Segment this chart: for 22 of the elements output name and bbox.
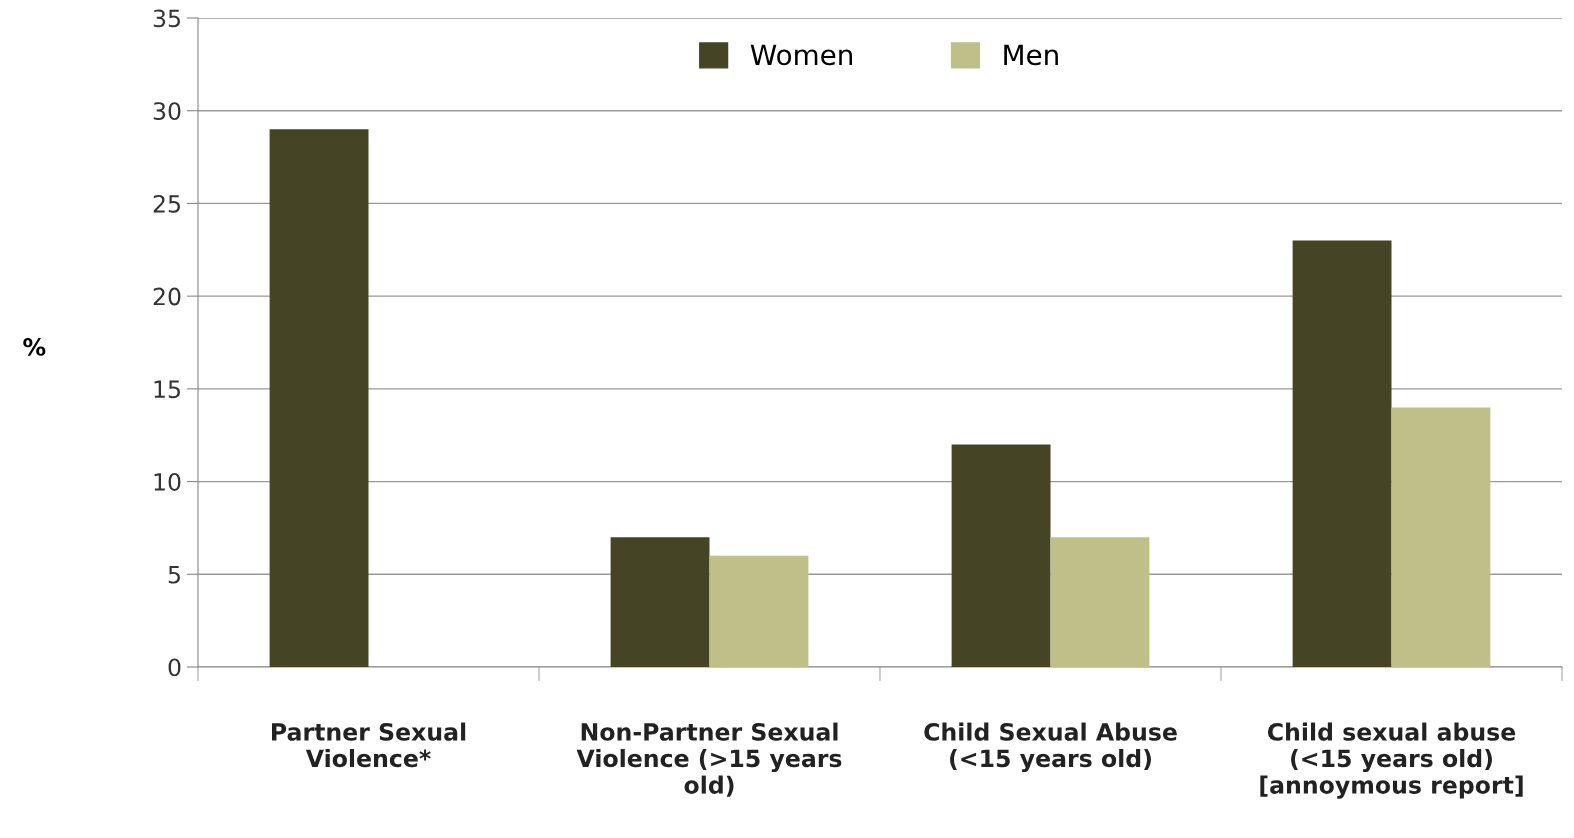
bar — [951, 444, 1051, 667]
y-tick-label: 10 — [154, 473, 181, 491]
bar — [1292, 240, 1392, 667]
bar — [1050, 537, 1150, 667]
y-axis-title: % — [23, 337, 46, 356]
x-tick-label: Non-Partner Sexual Violence (>15 years old) — [576, 722, 842, 797]
legend-label: Men — [1004, 44, 1058, 66]
y-tick-label: 25 — [153, 194, 180, 213]
bar — [610, 537, 710, 667]
x-tick-label: Child sexual abuse (<15 years old) [annoymous report] — [1260, 722, 1523, 799]
y-tick-label: 0 — [168, 658, 181, 677]
bar — [269, 129, 369, 667]
y-tick-label: 5 — [168, 566, 180, 584]
bar — [1391, 407, 1491, 667]
y-tick-label: 15 — [154, 380, 180, 399]
bar — [709, 555, 809, 667]
legend-label: Women — [750, 44, 852, 66]
y-tick-label: 35 — [153, 9, 180, 28]
x-tick-label: Partner Sexual Violence* — [272, 722, 466, 768]
y-tick-label: 30 — [153, 102, 181, 121]
y-tick-label: 20 — [153, 287, 181, 306]
x-tick-label: Child Sexual Abuse (<15 years old) — [924, 722, 1177, 773]
